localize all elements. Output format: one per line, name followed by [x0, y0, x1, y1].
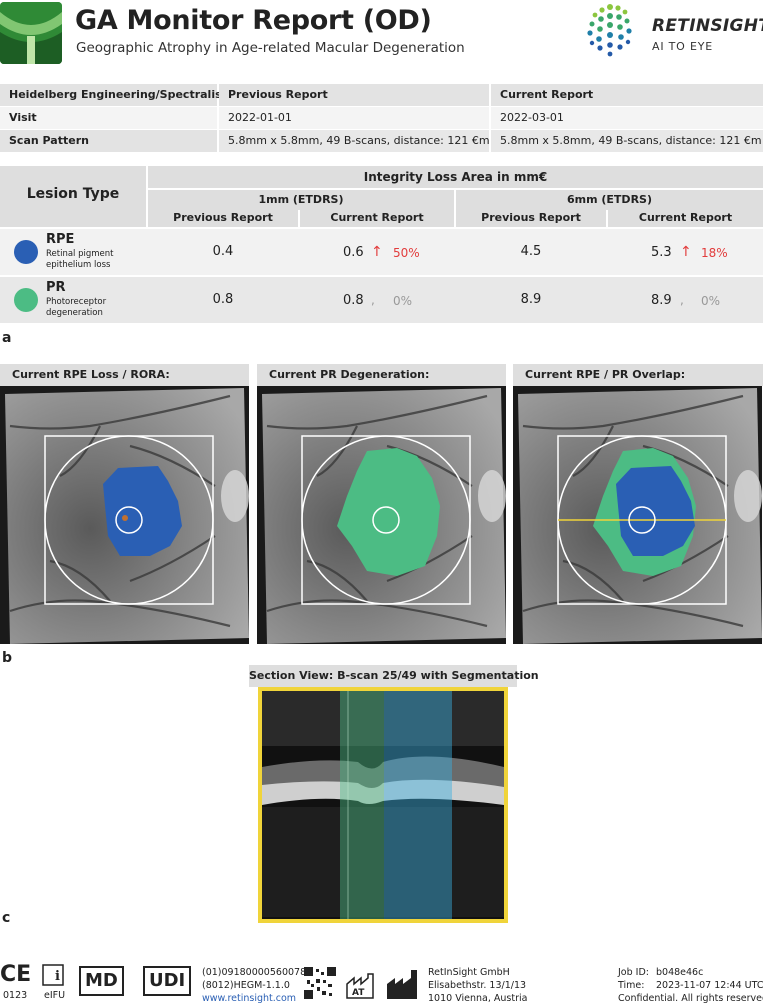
svg-text:i: i — [55, 969, 60, 984]
pr-6mm-mark: , — [680, 293, 684, 307]
current-report-header: Current Report — [491, 84, 763, 106]
panel-overlap-title: Current RPE / PR Overlap: — [513, 364, 763, 386]
rpe-loss-image — [0, 386, 249, 644]
rpe-desc: Retinal pigment epithelium loss — [46, 249, 114, 270]
pr-1mm-mark: , — [371, 293, 375, 307]
pr-color-dot — [14, 288, 38, 312]
eifu-label: eIFU — [44, 990, 66, 1001]
udi-line2: (8012)HEGM-1.1.0 — [202, 980, 290, 991]
visit-current: 2022-03-01 — [491, 107, 763, 129]
udi-line1: (01)09180000560078 — [202, 967, 307, 978]
time-value: 2023-11-07 12:44 UTC — [656, 980, 763, 991]
rpe-color-dot — [14, 240, 38, 264]
report-subtitle: Geographic Atrophy in Age-related Macula… — [76, 40, 465, 56]
pr-code: PR — [46, 280, 66, 295]
label-b: b — [2, 650, 13, 666]
zone-1mm-header: 1mm (ETDRS) — [148, 190, 454, 210]
pr-1mm-change: 0% — [393, 294, 413, 308]
confidential-note: Confidential. All rights reserved — [618, 993, 763, 1004]
ce-number: 0123 — [3, 990, 28, 1001]
fundus-panels — [0, 386, 763, 644]
brand-tagline: AI TO EYE — [652, 40, 713, 53]
panel-pr-degeneration-title: Current PR Degeneration: — [257, 364, 506, 386]
rpe-prev-6mm: 4.5 — [520, 244, 542, 259]
rpe-prev-1mm: 0.4 — [212, 244, 234, 259]
scan-pattern-current: 5.8mm x 5.8mm, 49 B-scans, distance: 121… — [491, 130, 763, 152]
rpe-6mm-up-arrow-icon: ↑ — [680, 244, 692, 260]
label-a: a — [2, 330, 12, 346]
company-address1: Elisabethstr. 13/1/13 — [428, 980, 527, 991]
ga-monitor-logo — [0, 2, 62, 64]
label-c: c — [2, 910, 11, 926]
rpe-1mm-up-arrow-icon: ↑ — [371, 244, 383, 260]
pr-curr-6mm: 8.9 — [651, 293, 672, 308]
at-label: AT — [352, 988, 365, 998]
curr-1mm-header: Current Report — [300, 209, 454, 227]
qr-code-icon — [304, 967, 336, 999]
retinsight-logo-mark — [580, 2, 642, 60]
rpe-curr-1mm: 0.6 — [343, 245, 364, 260]
md-symbol: MD — [79, 966, 124, 996]
eifu-icon: i — [42, 964, 70, 986]
job-id-label: Job ID: — [618, 967, 649, 978]
job-id: b048e46c — [656, 967, 704, 978]
integrity-loss-header: Integrity Loss Area in mm€ — [148, 166, 763, 188]
company-address2: 1010 Vienna, Austria — [428, 993, 528, 1004]
bscan-image — [258, 687, 508, 923]
pr-prev-6mm: 8.9 — [520, 292, 542, 307]
visit-label: Visit — [0, 107, 217, 129]
section-view-title: Section View: B-scan 25/49 with Segmenta… — [249, 665, 539, 687]
scan-pattern-label: Scan Pattern — [0, 130, 217, 152]
prev-6mm-header: Previous Report — [456, 209, 606, 227]
pr-prev-1mm: 0.8 — [212, 292, 234, 307]
scan-pattern-previous: 5.8mm x 5.8mm, 49 B-scans, distance: 121… — [219, 130, 490, 152]
brand-name: RETINSIGHT — [652, 16, 763, 36]
visit-previous: 2022-01-01 — [219, 107, 489, 129]
previous-report-header: Previous Report — [219, 84, 489, 106]
ce-mark-icon: CE — [0, 962, 32, 987]
rpe-code: RPE — [46, 232, 75, 247]
overlap-image — [513, 386, 762, 644]
time-label: Time: — [618, 980, 645, 991]
device-label: Heidelberg Engineering/Spectralis — [0, 84, 222, 106]
pr-curr-1mm: 0.8 — [343, 293, 364, 308]
pr-degeneration-image — [257, 386, 506, 644]
website-link[interactable]: www.retinsight.com — [202, 993, 297, 1004]
pr-6mm-change: 0% — [701, 294, 721, 308]
zone-6mm-header: 6mm (ETDRS) — [456, 190, 763, 210]
udi-symbol: UDI — [143, 966, 192, 996]
country-of-manufacture-icon — [346, 973, 374, 999]
company-name: RetInSight GmbH — [428, 967, 510, 978]
panel-rpe-loss-title: Current RPE Loss / RORA: — [0, 364, 249, 386]
rpe-1mm-change: 50% — [393, 246, 420, 260]
report-title: GA Monitor Report (OD) — [75, 5, 432, 36]
rpe-6mm-change: 18% — [701, 246, 728, 260]
prev-1mm-header: Previous Report — [148, 209, 298, 227]
lesion-type-header: Lesion Type — [26, 186, 120, 202]
pr-desc: Photoreceptor degeneration — [46, 297, 107, 318]
curr-6mm-header: Current Report — [608, 209, 763, 227]
manufacturer-icon — [387, 970, 417, 999]
rpe-curr-6mm: 5.3 — [651, 245, 672, 260]
